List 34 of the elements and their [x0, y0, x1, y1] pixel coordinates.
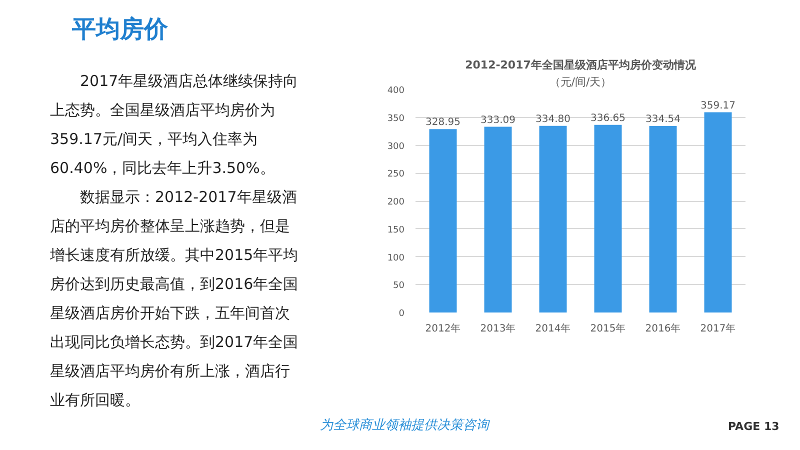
- data-label: 333.09: [480, 114, 516, 126]
- text: 2017年星级酒店总体继续保持向上态势。全国星级酒店平均房价为359.17元/间天，平均入住率为60.40%，同比去年上升3.50%。: [50, 71, 300, 179]
- text: PAGE 13: [727, 419, 780, 435]
- x-tick-label: 2017年: [700, 322, 736, 334]
- y-tick-label: 150: [387, 225, 405, 236]
- bar: [649, 126, 677, 312]
- y-tick-label: 100: [387, 253, 405, 264]
- data-label: 359.17: [700, 100, 736, 112]
- chart-title: 2012-2017年全国星级酒店平均房价变动情况: [465, 58, 697, 72]
- bar: [484, 126, 512, 312]
- text: 数据显示：2012-2017年星级酒店的平均房价整体呈上涨趋势，但是增长速度有所放缓。其中2015年平均房价达到历史最高值，到2016年全国星级酒店房价开始下跌，五年间首次出现同比负增长态势。到2017年全国星级酒店平均房价有所上涨，酒店行业有所回暖。: [50, 187, 300, 411]
- bar: [539, 126, 567, 312]
- y-tick-label: 200: [387, 198, 405, 208]
- x-tick-label: 2012年: [425, 322, 461, 334]
- data-label: 334.80: [536, 114, 571, 125]
- data-label: 336.65: [590, 112, 626, 124]
- x-tick-label: 2016年: [645, 322, 681, 334]
- chart-subtitle: （元/间/天）: [549, 76, 612, 88]
- y-tick-label: 300: [387, 142, 405, 152]
- bar: [704, 112, 732, 312]
- bar: [594, 124, 622, 312]
- x-tick-label: 2014年: [535, 322, 571, 334]
- x-tick-label: 2013年: [480, 322, 516, 334]
- x-tick-label: 2015年: [590, 322, 626, 334]
- y-tick-label: 0: [398, 309, 405, 319]
- y-tick-label: 250: [387, 170, 405, 180]
- text: 为全球商业领袖提供决策咨询: [319, 417, 489, 435]
- y-tick-label: 400: [387, 86, 405, 96]
- y-tick-label: 350: [387, 114, 405, 124]
- data-label: 328.95: [426, 117, 461, 128]
- y-tick-label: 50: [393, 281, 405, 292]
- data-label: 334.54: [646, 114, 681, 125]
- text: 平均房价: [71, 14, 168, 45]
- bar: [429, 129, 457, 312]
